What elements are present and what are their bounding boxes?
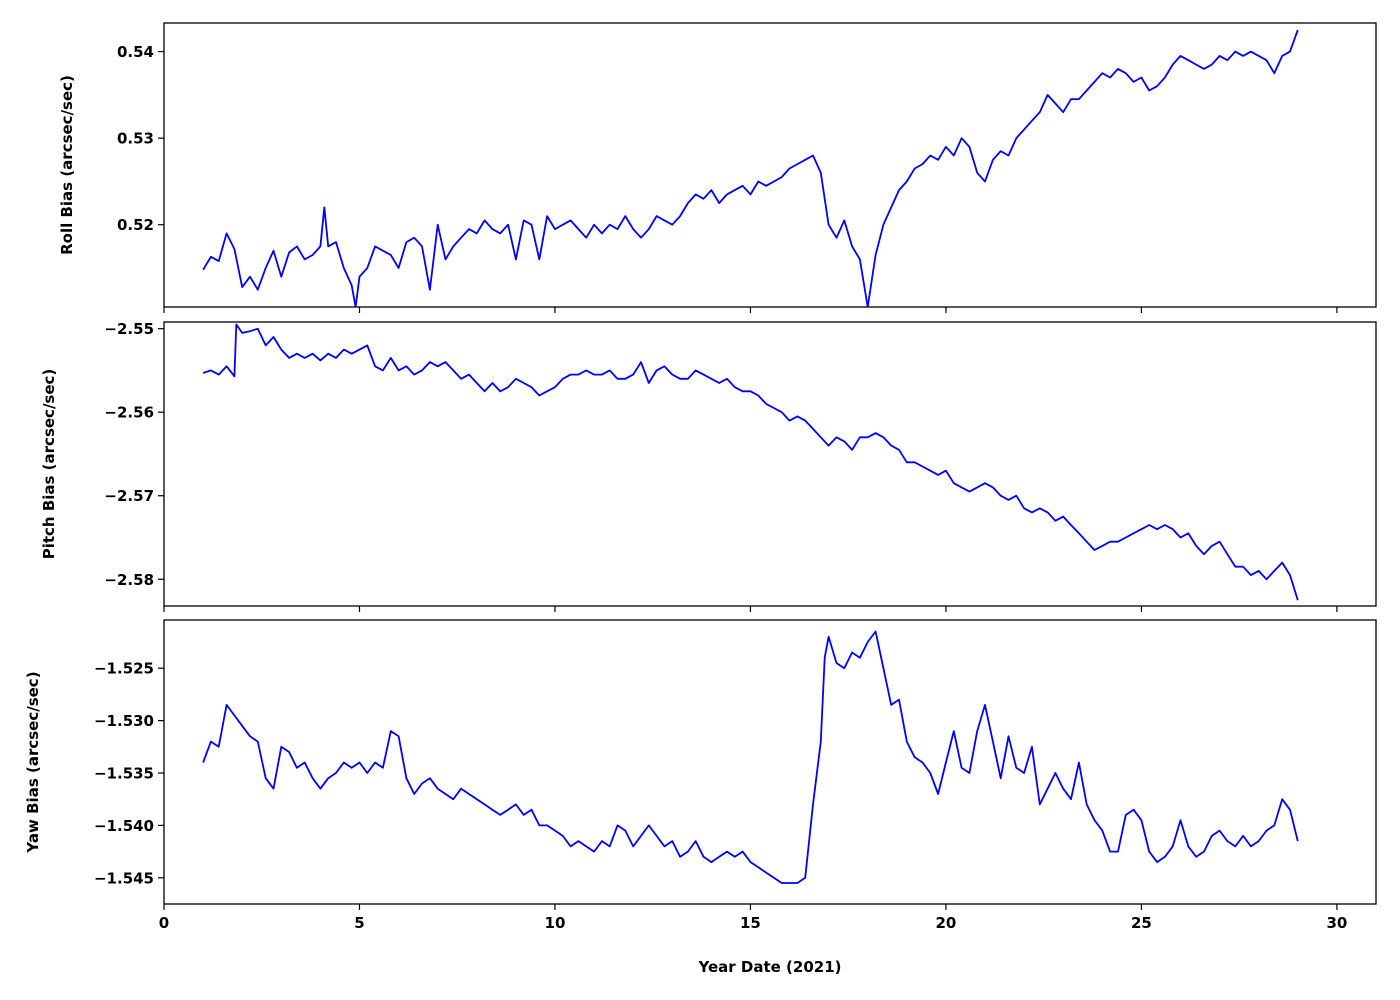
yaw-xtick-label: 0 xyxy=(159,914,169,932)
yaw-xtick-label: 20 xyxy=(935,914,956,932)
pitch-y-axis-label: Pitch Bias (arcsec/sec) xyxy=(40,369,58,560)
pitch-ytick-label: −2.57 xyxy=(104,487,154,505)
pitch-ytick-label: −2.58 xyxy=(104,571,154,589)
yaw-ytick-label: −1.545 xyxy=(94,869,154,887)
yaw-xtick-label: 10 xyxy=(545,914,566,932)
pitch-ytick-label: −2.56 xyxy=(104,404,154,422)
roll-axes-frame xyxy=(163,22,1377,308)
pitch-ytick-label: −2.55 xyxy=(104,320,154,338)
yaw-axes-frame xyxy=(163,619,1377,905)
yaw-panel: −1.525 −1.530 −1.535 −1.540 −1.545 0 5 10 15 20 25… xyxy=(24,619,1377,932)
yaw-y-axis-label: Yaw Bias (arcsec/sec) xyxy=(24,671,42,853)
roll-panel: 0.52 0.53 0.54 Roll Bias (arcsec/sec) xyxy=(58,22,1377,313)
roll-series-line xyxy=(202,29,1299,307)
roll-ytick-label: 0.52 xyxy=(117,216,154,234)
yaw-xtick-label: 30 xyxy=(1326,914,1347,932)
roll-ytick-label: 0.54 xyxy=(117,43,154,61)
yaw-ytick-label: −1.535 xyxy=(94,765,154,783)
yaw-xtick-label: 15 xyxy=(740,914,761,932)
x-axis-label: Year Date (2021) xyxy=(698,958,842,976)
yaw-ytick-label: −1.525 xyxy=(94,660,154,678)
pitch-panel: −2.55 −2.56 −2.57 −2.58 Pitch Bias (arcsec/s… xyxy=(40,320,1377,612)
pitch-axes-frame xyxy=(163,321,1377,607)
yaw-series-line xyxy=(202,630,1299,884)
pitch-series-line xyxy=(202,323,1299,601)
yaw-xtick-label: 5 xyxy=(354,914,364,932)
yaw-ytick-label: −1.540 xyxy=(94,817,154,835)
yaw-xtick-label: 25 xyxy=(1131,914,1152,932)
roll-ytick-label: 0.53 xyxy=(117,130,154,148)
roll-y-axis-label: Roll Bias (arcsec/sec) xyxy=(58,75,76,255)
yaw-ytick-label: −1.530 xyxy=(94,712,154,730)
